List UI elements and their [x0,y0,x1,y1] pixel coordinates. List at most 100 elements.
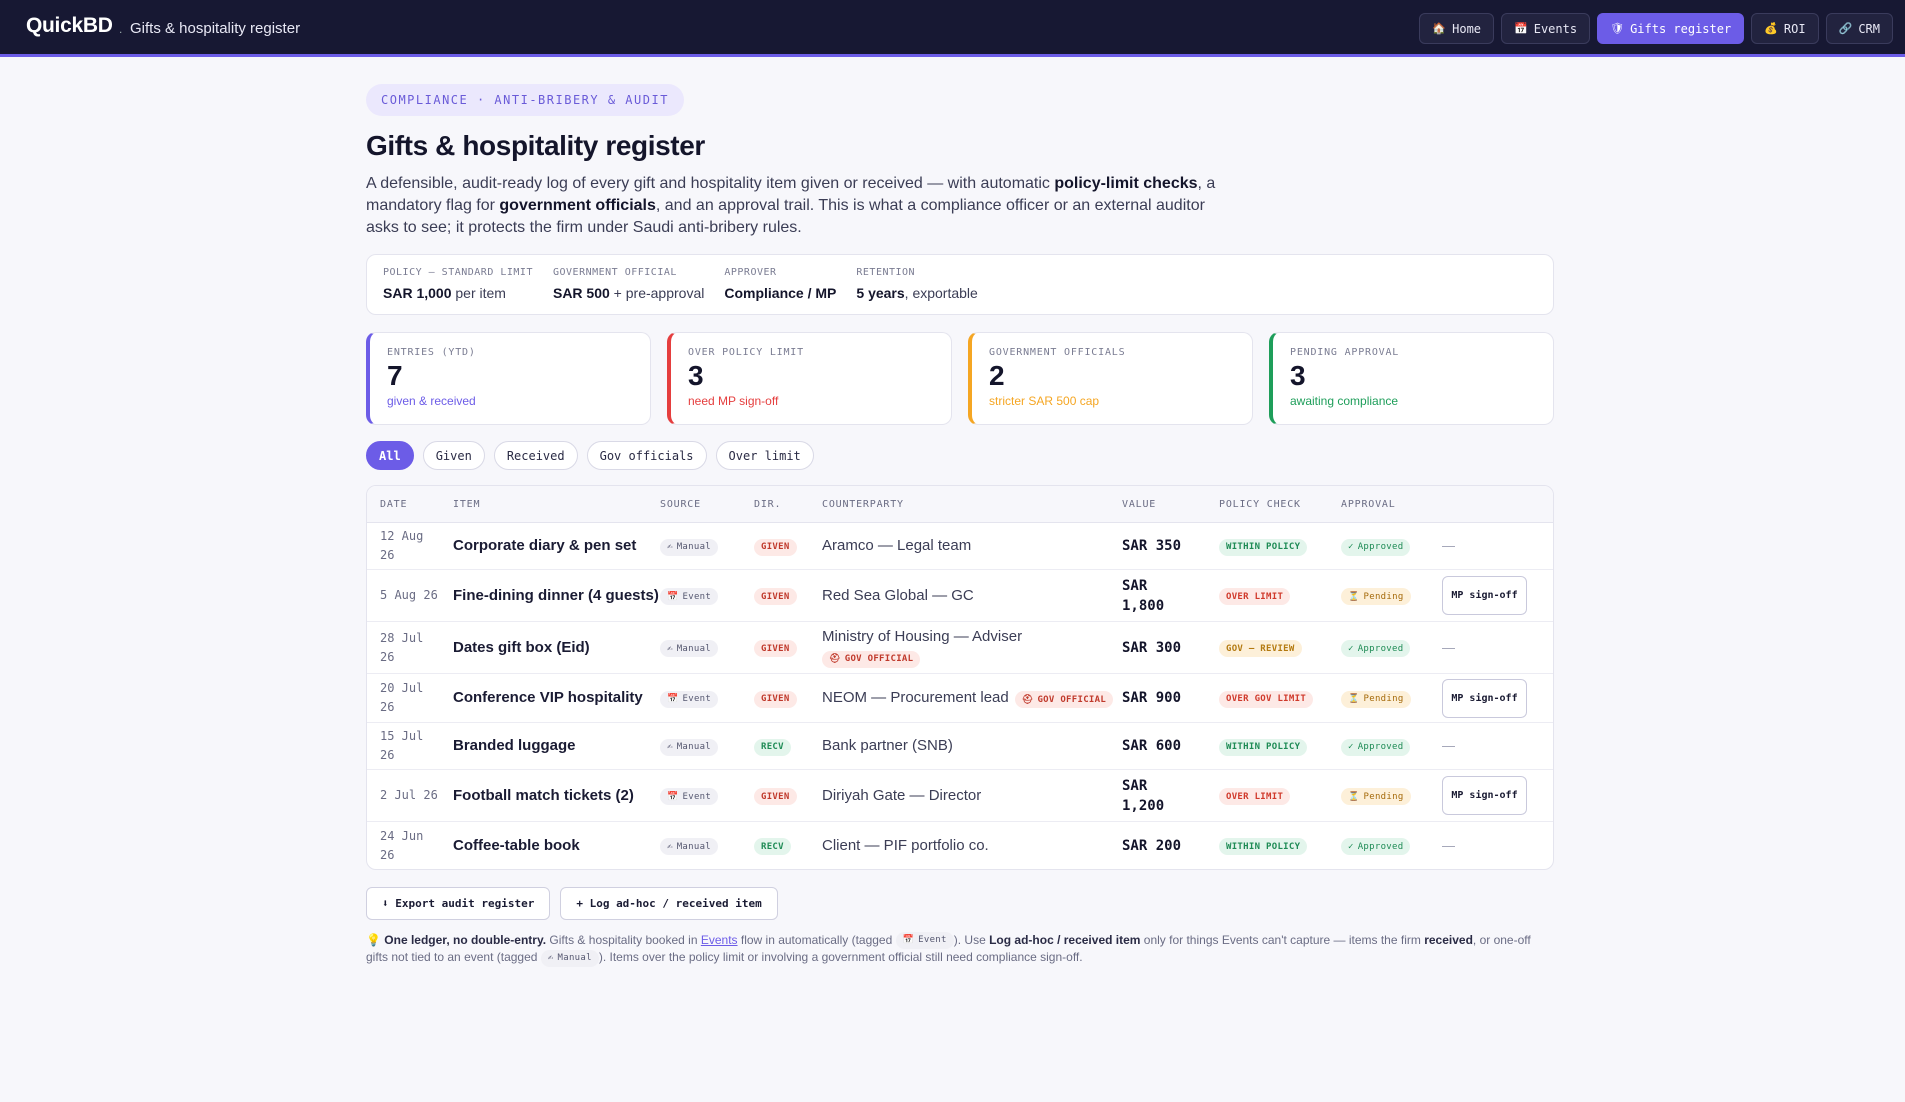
filter-gov-officials[interactable]: Gov officials [586,441,707,470]
counterparty-name: Client — PIF portfolio co. [822,836,989,854]
row-direction: GIVEN [754,586,822,606]
column-header: VALUE [1122,498,1157,510]
policy-item: APPROVER Compliance / MP [724,267,836,314]
row-item: Coffee-table book [453,836,580,854]
table-row[interactable]: 24 Jun 26 Coffee-table book ✍ Manual RECV Clie… [367,822,1553,869]
no-action: — [1442,837,1455,853]
table-row[interactable]: 20 Jul 26 Conference VIP hospitality 📅 Event… [367,674,1553,723]
source-tag: 📅 Event [660,588,719,606]
column-header: DATE [380,498,408,510]
log-adhoc-item-button[interactable]: + Log ad-hoc / received item [560,887,778,920]
top-bar: QuickBD . Gifts & hospitality register 🏠… [0,0,1905,57]
no-action: — [1442,738,1455,753]
policy-value-bold: 5 years [856,285,905,301]
table-row[interactable]: 5 Aug 26 Fine-dining dinner (4 guests) 📅 Ev… [367,570,1553,622]
row-policy: WITHIN POLICY [1219,536,1341,556]
table-row[interactable]: 2 Jul 26 Football match tickets (2) 📅 Event… [367,770,1553,822]
nav-roi[interactable]: 💰 ROI [1751,13,1819,44]
filter-given[interactable]: Given [422,441,485,470]
value-line: SAR 300 [1122,639,1182,656]
brand-separator: . [119,22,123,36]
policy-value: Compliance / MP [724,285,836,301]
nav-gifts-register[interactable]: 🛡 Gifts register [1597,13,1745,44]
gov-official-label: GOV OFFICIAL [844,654,914,665]
source-tag: ✍ Manual [660,640,719,658]
policy-value: SAR 500 + pre-approval [553,285,704,301]
source-label: Manual [676,643,712,654]
value-line: 1,200 [1122,797,1165,814]
table-header: DATE ITEM SOURCE DIR. COUNTERPARTY VALUE POLIC… [367,486,1553,523]
row-direction: RECV [754,736,822,756]
approval-badge: ⏳ Pending [1341,588,1411,606]
direction-badge: GIVEN [754,538,797,556]
row-direction: GIVEN [754,536,822,556]
row-counterparty: Red Sea Global — GC [822,586,1122,606]
mp-signoff-button[interactable]: MP sign-off [1442,776,1527,815]
approval-badge: ⏳ Pending [1341,788,1411,806]
value-line: 1,800 [1122,597,1165,614]
date-line: 26 [380,700,395,714]
value-line: SAR 200 [1122,837,1182,854]
row-source: ✍ Manual [660,536,754,556]
nav-crm[interactable]: 🔗 CRM [1825,13,1893,44]
official-icon: ⛑ [829,654,841,665]
policy-value: SAR 1,000 per item [383,285,533,301]
policy-check-badge: WITHIN POLICY [1219,538,1308,556]
hourglass-icon: ⏳ [1348,791,1360,802]
approval-badge: ✓ Approved [1341,838,1411,856]
approval-badge: ✓ Approved [1341,640,1411,658]
events-link[interactable]: Events [700,933,738,947]
action-bar: ⬇ Export audit register + Log ad-hoc / r… [366,887,1554,920]
table-row[interactable]: 12 Aug 26 Corporate diary & pen set ✍ Manual… [367,523,1553,570]
filter-received[interactable]: Received [493,441,578,470]
nav-label: Gifts register [1630,21,1732,36]
row-counterparty: NEOM — Procurement lead ⛑ GOV OFFICIAL [822,688,1122,709]
direction-badge: GIVEN [754,640,797,658]
row-item: Fine-dining dinner (4 guests) [453,586,659,604]
gov-official-label: GOV OFFICIAL [1037,694,1107,705]
date-line: 15 Jul [380,729,424,743]
stat-sub: need MP sign-off [688,394,779,408]
row-action: — [1442,639,1553,657]
policy-check-badge: OVER LIMIT [1219,788,1291,806]
date-line: 26 [380,847,395,862]
nav-home[interactable]: 🏠 Home [1419,13,1495,44]
row-date: 15 Jul 26 [367,727,453,765]
policy-check-badge: GOV — REVIEW [1219,640,1302,658]
gov-official-badge: ⛑ GOV OFFICIAL [1014,691,1114,709]
table-row[interactable]: 28 Jul 26 Dates gift box (Eid) ✍ Manual GIVEN… [367,622,1553,674]
policy-item: POLICY — STANDARD LIMIT SAR 1,000 per ite… [383,267,533,314]
nav-events[interactable]: 📅 Events [1501,13,1591,44]
row-date: 12 Aug 26 [367,527,453,565]
mp-signoff-button[interactable]: MP sign-off [1442,576,1527,615]
stat-card: PENDING APPROVAL 3 awaiting compliance [1269,332,1554,425]
table-row[interactable]: 15 Jul 26 Branded luggage ✍ Manual RECV Bank p… [367,723,1553,770]
source-label: Manual [676,542,712,553]
policy-check-badge: WITHIN POLICY [1219,838,1308,856]
row-value: SAR 600 [1122,736,1219,756]
filter-all[interactable]: All [366,441,414,470]
row-policy: WITHIN POLICY [1219,736,1341,756]
filter-over-limit[interactable]: Over limit [715,441,814,470]
date-line: 26 [380,748,395,762]
check-icon: ✓ [1348,742,1354,753]
stat-label: OVER POLICY LIMIT [688,347,804,358]
row-item: Branded luggage [453,737,576,754]
row-approval: ⏳ Pending [1341,586,1442,606]
source-tag: ✍ Manual [660,838,719,856]
register-table: DATE ITEM SOURCE DIR. COUNTERPARTY VALUE POLIC… [366,485,1554,870]
policy-item: RETENTION 5 years, exportable [856,267,977,314]
gov-official-badge: ⛑ GOV OFFICIAL [822,650,921,668]
export-audit-register-button[interactable]: ⬇ Export audit register [366,887,551,920]
row-direction: GIVEN [754,638,822,658]
policy-value-bold: SAR 500 [552,285,610,301]
approval-label: Approved [1357,841,1404,852]
row-source: 📅 Event [660,688,754,708]
stat-value: 2 [989,360,1005,391]
column-header: ITEM [453,498,481,510]
approval-label: Pending [1363,694,1404,705]
footer-note: 💡 One ledger, no double-entry. Gifts & h… [366,932,1554,967]
brand-logo[interactable]: QuickBD [26,14,113,37]
mp-signoff-button[interactable]: MP sign-off [1442,678,1527,718]
source-label: Event [682,591,712,602]
